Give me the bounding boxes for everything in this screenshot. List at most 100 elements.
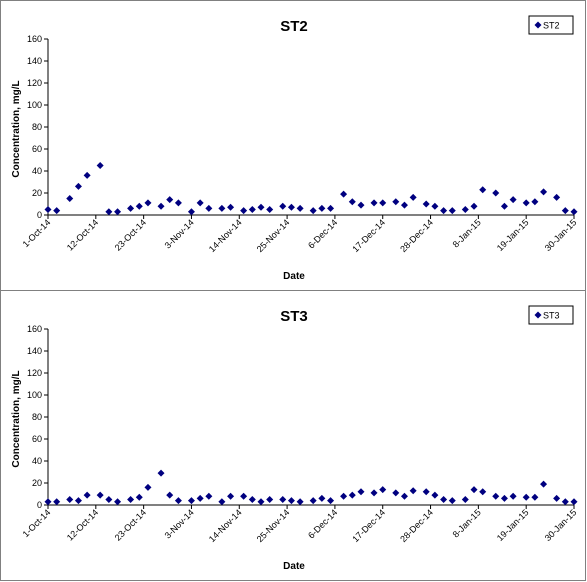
data-point (431, 202, 439, 210)
x-tick-label: 23-Oct-14 (113, 507, 148, 542)
y-tick-label: 0 (37, 210, 42, 220)
data-point (127, 496, 135, 503)
data-point (205, 204, 213, 212)
data-point (431, 491, 439, 499)
data-point (227, 492, 235, 500)
data-point (127, 204, 135, 212)
data-point (240, 207, 248, 215)
chart-title: ST2 (280, 18, 308, 35)
data-point (479, 488, 487, 496)
data-point (144, 483, 152, 491)
y-tick-label: 140 (27, 346, 42, 356)
data-point (187, 497, 195, 505)
data-point (74, 182, 82, 190)
data-point (522, 199, 530, 207)
y-tick-label: 160 (27, 34, 42, 44)
data-point (205, 492, 213, 500)
y-tick-label: 40 (32, 456, 42, 466)
x-tick-label: 6-Dec-14 (306, 507, 339, 540)
data-point (509, 492, 517, 500)
data-point (500, 202, 508, 210)
data-point (531, 493, 539, 501)
data-point (166, 196, 174, 204)
data-point (166, 491, 174, 499)
y-tick-label: 120 (27, 78, 42, 88)
y-axis: 0 20 40 60 80 100 120 140 160 (27, 324, 49, 510)
data-point (422, 488, 430, 496)
x-tick-label: 1-Oct-14 (21, 507, 53, 539)
x-tick-label: 14-Nov-14 (207, 507, 244, 544)
y-tick-label: 160 (27, 324, 42, 334)
data-point (296, 498, 304, 506)
data-point (570, 498, 578, 506)
data-point (66, 496, 74, 503)
data-point (461, 206, 469, 213)
data-point (348, 198, 356, 206)
x-tick-label: 12-Oct-14 (65, 217, 100, 252)
x-tick-label: 30-Jan-15 (543, 507, 579, 543)
data-point (348, 491, 356, 499)
x-tick-label: 30-Jan-15 (543, 217, 579, 253)
x-tick-label: 6-Dec-14 (306, 217, 339, 250)
data-point (327, 204, 335, 212)
x-tick-label: 19-Jan-15 (495, 217, 531, 253)
chart-panel-st2: ST2 ST2 Concentration, mg/L Date 0 20 40 60… (0, 0, 586, 291)
chart-st3: ST3 ST3 Concentration, mg/L Date 0 20 40 60… (11, 305, 579, 572)
data-point (448, 497, 456, 505)
data-point (135, 202, 143, 210)
data-point (400, 201, 408, 209)
data-point (392, 198, 400, 206)
data-point (561, 498, 569, 506)
data-point (227, 203, 235, 211)
y-tick-label: 120 (27, 368, 42, 378)
data-point (379, 199, 387, 207)
data-point (440, 207, 448, 215)
y-tick-label: 0 (37, 500, 42, 510)
data-point (218, 204, 226, 212)
data-point (287, 203, 295, 211)
data-point (96, 491, 104, 499)
y-tick-label: 20 (32, 478, 42, 488)
data-point (318, 494, 326, 502)
data-point (157, 202, 165, 210)
data-point (218, 498, 226, 506)
data-point (287, 497, 295, 505)
y-tick-label: 100 (27, 100, 42, 110)
x-tick-label: 8-Jan-15 (451, 217, 483, 249)
data-point (196, 199, 204, 207)
data-point (461, 496, 469, 503)
legend-marker-icon (534, 21, 542, 29)
legend-box (528, 305, 574, 325)
data-point (553, 494, 561, 502)
data-point (248, 206, 256, 213)
x-tick-label: 25-Nov-14 (255, 507, 292, 544)
chart-title: ST3 (280, 308, 308, 325)
data-point (448, 207, 456, 215)
data-point (531, 198, 539, 206)
x-tick-label: 8-Jan-15 (451, 507, 483, 539)
data-point (135, 493, 143, 501)
data-point (340, 492, 348, 500)
data-point (266, 206, 274, 213)
x-tick-label: 14-Nov-14 (207, 217, 244, 254)
data-point (96, 162, 104, 169)
data-point (309, 207, 317, 215)
data-point (509, 196, 517, 204)
x-tick-label: 17-Dec-14 (350, 217, 387, 254)
legend-box (528, 15, 574, 35)
x-tick-label: 28-Dec-14 (398, 507, 435, 544)
data-point (83, 171, 91, 179)
y-tick-label: 80 (32, 122, 42, 132)
data-point (492, 492, 500, 500)
data-point (470, 202, 478, 210)
data-point (470, 486, 478, 494)
x-tick-label: 1-Oct-14 (21, 217, 53, 249)
data-point (44, 206, 52, 213)
data-point (440, 496, 448, 503)
data-point (248, 496, 256, 503)
data-point (66, 195, 74, 202)
data-point (409, 193, 417, 201)
y-axis-label: Concentration, mg/L (11, 370, 22, 467)
data-point (174, 199, 182, 207)
data-point (196, 494, 204, 502)
